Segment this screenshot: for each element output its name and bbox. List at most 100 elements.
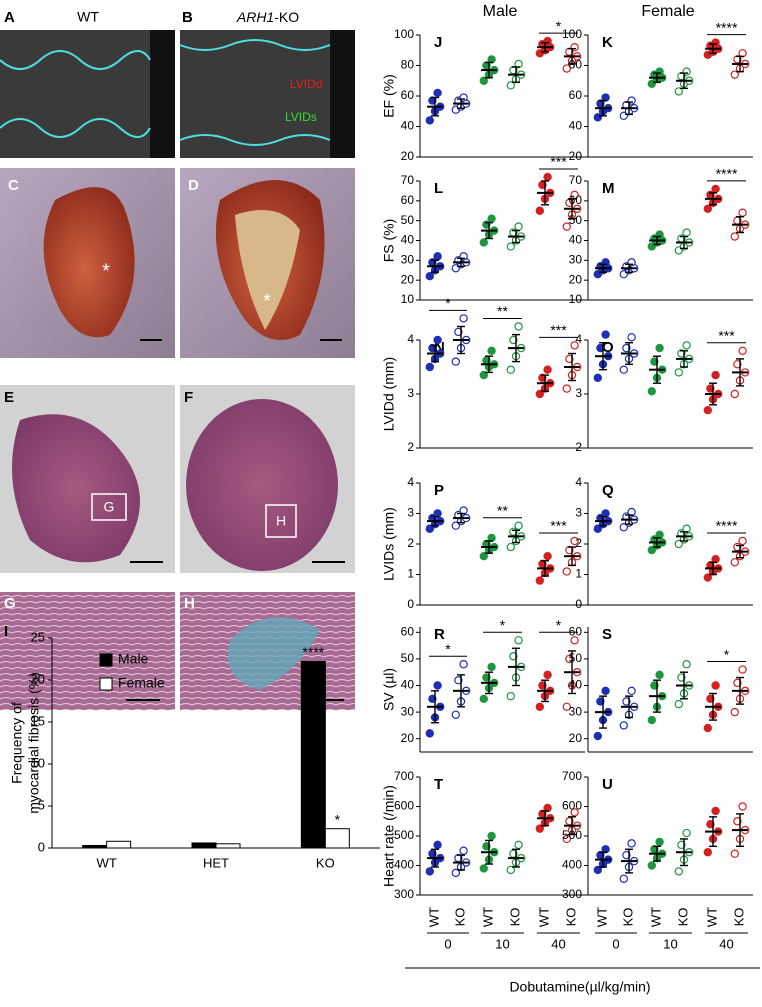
data-point xyxy=(627,333,636,342)
panel-letter: P xyxy=(434,482,444,499)
y-tick-label: 300 xyxy=(394,887,414,901)
y-tick-label: 60 xyxy=(569,624,583,638)
data-point xyxy=(570,341,579,350)
y-tick-label: 4 xyxy=(407,332,414,346)
data-point xyxy=(509,335,518,345)
y-tick-label: 4 xyxy=(575,475,582,489)
data-point xyxy=(506,542,515,552)
photo xyxy=(0,592,175,710)
panel-letter: H xyxy=(184,595,195,612)
heart xyxy=(43,187,135,338)
data-point xyxy=(619,523,629,532)
data-point xyxy=(570,536,579,546)
data-point xyxy=(543,365,552,374)
y-tick-label: 700 xyxy=(562,769,582,783)
data-point xyxy=(647,861,657,870)
data-point xyxy=(738,536,747,546)
panel-d: D * xyxy=(180,168,355,358)
y-tick-label: 30 xyxy=(401,704,415,718)
data-point xyxy=(425,729,434,738)
data-point xyxy=(543,552,552,561)
dose-label: 10 xyxy=(495,936,509,951)
data-point xyxy=(730,558,740,567)
group-label: WT xyxy=(426,907,441,927)
significance-label: *** xyxy=(550,154,567,170)
data-point xyxy=(730,389,740,399)
y-tick-label: 40 xyxy=(569,119,583,133)
x-tick-label: HET xyxy=(203,855,229,870)
significance-label: * xyxy=(556,18,562,34)
data-point xyxy=(601,330,610,339)
data-point xyxy=(538,681,547,690)
data-point xyxy=(677,349,686,358)
data-point xyxy=(433,335,442,345)
y-tick-label: 40 xyxy=(569,233,583,247)
data-point xyxy=(562,834,572,844)
data-point xyxy=(706,694,715,704)
data-point xyxy=(593,865,603,875)
data-point xyxy=(733,817,742,826)
panel-f: F H xyxy=(180,385,355,573)
data-point xyxy=(730,707,740,717)
data-point xyxy=(428,343,437,353)
y-tick-label: 50 xyxy=(569,651,583,665)
data-point xyxy=(565,654,574,664)
data-point xyxy=(425,272,434,281)
panel-e: E G xyxy=(0,385,175,573)
y-tick-label: 40 xyxy=(569,678,583,692)
y-tick-label: 20 xyxy=(401,272,415,286)
data-point xyxy=(619,721,629,730)
group-label: KO xyxy=(563,908,578,927)
y-tick-label: 300 xyxy=(562,887,582,901)
significance-label: **** xyxy=(716,518,738,534)
data-point xyxy=(647,545,657,555)
y-tick-label: 600 xyxy=(394,799,414,813)
y-axis-label: LVIDs (mm) xyxy=(381,507,397,581)
y-tick-label: 20 xyxy=(401,731,415,745)
legend-swatch xyxy=(99,653,113,667)
y-tick-label: 40 xyxy=(401,233,415,247)
data-point xyxy=(506,365,515,374)
y-tick-label: 5 xyxy=(38,797,45,812)
marker: * xyxy=(102,260,110,282)
data-point xyxy=(738,346,747,355)
caption-gene: ARH1 xyxy=(236,9,274,25)
data-point xyxy=(738,802,747,811)
panel-c: C * xyxy=(0,168,175,358)
bar xyxy=(82,844,108,849)
y-tick-label: 10 xyxy=(31,755,45,770)
y-axis-label: SV (µl) xyxy=(381,668,397,711)
y-tick-label: 80 xyxy=(401,58,415,72)
panel-h: H xyxy=(180,592,355,710)
data-point xyxy=(514,521,523,530)
data-point xyxy=(479,694,488,704)
column-title: Male xyxy=(483,3,518,20)
y-axis-label: Frequency of xyxy=(9,702,25,784)
panel-letter: A xyxy=(4,9,15,26)
y-tick-label: 15 xyxy=(31,713,45,728)
panel-letter: N xyxy=(434,339,445,356)
y-tick-label: 20 xyxy=(569,731,583,745)
data-point xyxy=(538,373,547,382)
data-point xyxy=(425,116,434,125)
data-point xyxy=(674,539,684,549)
data-point xyxy=(627,686,636,696)
data-point xyxy=(514,636,523,645)
significance-label: *** xyxy=(550,518,567,534)
y-tick-label: 0 xyxy=(38,839,45,854)
y-tick-label: 3 xyxy=(407,386,414,400)
y-tick-label: 2 xyxy=(575,536,582,550)
y-axis-label: LVIDd (mm) xyxy=(381,357,397,431)
y-tick-label: 70 xyxy=(401,173,415,187)
data-point xyxy=(674,867,684,876)
data-point xyxy=(647,715,657,725)
group-label: WT xyxy=(594,907,609,927)
caption: ARH1-KO xyxy=(236,9,299,25)
panel-letter: Q xyxy=(602,482,614,499)
group-label: WT xyxy=(480,907,495,927)
data-point xyxy=(570,808,579,817)
data-point xyxy=(593,373,603,382)
y-tick-label: 400 xyxy=(394,858,414,872)
data-point xyxy=(535,389,545,399)
bar xyxy=(215,843,241,849)
